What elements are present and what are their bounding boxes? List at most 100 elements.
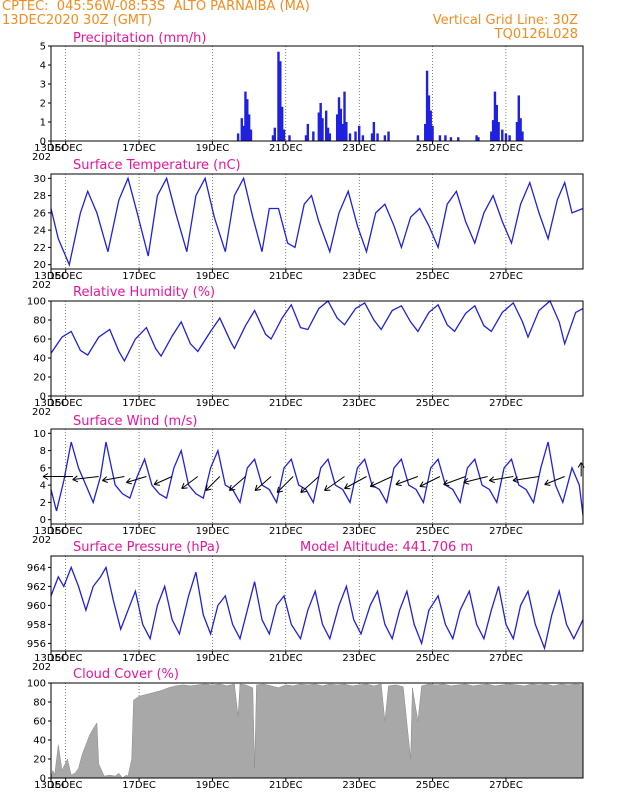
- y-tick-label: 80: [33, 698, 46, 709]
- y-tick-label: 0: [40, 392, 46, 403]
- y-tick-label: 20: [33, 260, 46, 271]
- y-tick-label: 3: [40, 80, 46, 91]
- precip-bar: [247, 114, 251, 141]
- x-tick-label: 17DEC: [122, 653, 156, 664]
- x-tick-label: 27DEC: [489, 653, 523, 664]
- wind-barb: [544, 476, 565, 485]
- y-tick-label: 100: [27, 297, 46, 308]
- precip-bar: [321, 118, 324, 141]
- x-tick-label: 23DEC: [342, 526, 376, 537]
- cloud-area: [50, 683, 584, 779]
- wind-barb-head: [489, 480, 495, 484]
- precip-bar: [271, 135, 275, 141]
- precip-bar: [304, 135, 308, 141]
- y-tick-label: 26: [33, 208, 46, 219]
- precip-bar: [416, 135, 420, 141]
- y-tick-label: 30: [33, 174, 46, 185]
- precip-bar: [246, 99, 249, 141]
- wind-barb: [463, 476, 488, 483]
- x-tick-label: 21DEC: [269, 398, 303, 409]
- wind-barb: [229, 476, 246, 491]
- wind-barb-head: [126, 482, 133, 485]
- wind-barb: [181, 476, 199, 489]
- precip-bar: [501, 129, 504, 141]
- x-tick-label: 23DEC: [342, 271, 376, 282]
- wind-barb-head: [463, 478, 469, 483]
- x-tick-label: 15DEC: [49, 780, 83, 791]
- y-tick-label: 0: [40, 515, 46, 526]
- precip-bar: [376, 133, 379, 141]
- wind-barb-head: [153, 479, 158, 485]
- wind-barb-head: [544, 484, 551, 486]
- x-tick-label: 17DEC: [122, 780, 156, 791]
- precip-bar: [341, 123, 344, 141]
- wind-barb-head: [324, 484, 328, 491]
- x-tick-label: 21DEC: [269, 526, 303, 537]
- precip-bar: [477, 137, 480, 141]
- wind-barb-head: [228, 484, 232, 491]
- precip-bar: [431, 125, 434, 141]
- wind-barb-head: [205, 488, 212, 491]
- panel-3: Relative Humidity (%) 0 20 40 60 80 100 13DEC15…: [27, 285, 584, 418]
- wind-barb-head: [277, 490, 283, 493]
- x-tick-label: 21DEC: [269, 271, 303, 282]
- x-year-label: 202: [32, 280, 51, 291]
- x-tick-label: 17DEC: [122, 526, 156, 537]
- wind-barb-head: [395, 484, 402, 487]
- y-tick-label: 80: [33, 316, 46, 327]
- wind-barb-head: [512, 476, 518, 481]
- panel-title-4: Surface Wind (m/s): [73, 414, 197, 429]
- y-tick-label: 2: [40, 99, 46, 110]
- wind-barb-head: [419, 481, 424, 487]
- x-tick-label: 25DEC: [416, 271, 450, 282]
- wind-barb-head: [577, 462, 582, 468]
- wind-barb-head: [369, 481, 374, 487]
- wind-barb: [443, 476, 466, 485]
- precip-bar: [425, 70, 429, 141]
- wind-barb-head: [488, 476, 495, 481]
- panel-title-6: Cloud Cover (%): [73, 667, 179, 682]
- wind-barb: [205, 476, 221, 491]
- precip-bar: [288, 135, 291, 141]
- precip-bar: [319, 103, 322, 141]
- x-tick-label: 19DEC: [196, 398, 230, 409]
- wind-barb-head: [254, 484, 258, 491]
- precip-bar: [372, 122, 376, 141]
- precip-bar: [328, 133, 332, 141]
- header-model-code: TQ0126L028: [494, 27, 578, 42]
- x-tick-label: 23DEC: [342, 653, 376, 664]
- y-tick-label: 960: [27, 601, 46, 612]
- x-tick-label: 27DEC: [489, 143, 523, 154]
- x-tick-label: 13DEC: [34, 653, 68, 664]
- y-tick-label: 958: [27, 620, 46, 631]
- precip-bar: [249, 129, 253, 141]
- x-tick-label: 13DEC: [34, 526, 68, 537]
- y-tick-label: 40: [33, 736, 46, 747]
- x-tick-label: 21DEC: [269, 780, 303, 791]
- y-tick-label: 20: [33, 373, 46, 384]
- x-tick-label: 17DEC: [122, 398, 156, 409]
- precip-bar: [495, 104, 498, 141]
- y-tick-label: 6: [40, 463, 46, 474]
- y-tick-label: 28: [33, 191, 46, 202]
- precip-bar: [517, 95, 520, 141]
- wind-barb-head: [72, 479, 79, 483]
- precip-bar: [282, 129, 286, 141]
- x-tick-label: 25DEC: [416, 526, 450, 537]
- precip-bar: [491, 120, 495, 141]
- wind-barb: [370, 476, 393, 487]
- header-station: CPTEC: 045:56W-08:53S ALTO PARNAIBA (MA): [2, 0, 310, 14]
- y-tick-label: 0: [40, 137, 46, 148]
- series-line: [50, 176, 584, 267]
- precip-bar: [429, 110, 432, 141]
- precip-bar: [279, 61, 282, 142]
- wind-barb-head: [443, 484, 450, 487]
- x-tick-label: 13DEC: [34, 398, 68, 409]
- precip-bar: [335, 114, 339, 141]
- x-tick-label: 19DEC: [196, 526, 230, 537]
- precip-bar: [427, 95, 431, 141]
- precip-bar: [317, 112, 321, 141]
- precip-bar: [387, 131, 390, 141]
- panel-frame: [50, 300, 584, 397]
